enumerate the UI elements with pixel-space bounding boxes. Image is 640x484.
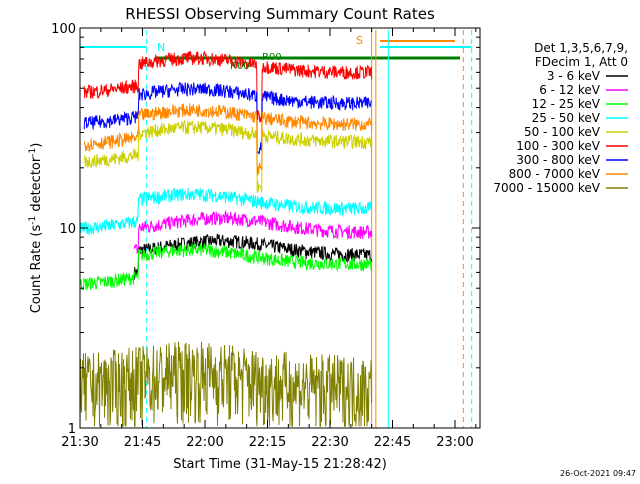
legend-label: 300 - 800 keV xyxy=(516,153,600,167)
legend-label: 3 - 6 keV xyxy=(547,69,601,83)
y-tick-label: 100 xyxy=(51,22,76,37)
y-axis-label-end: ) xyxy=(29,143,44,148)
legend-label: 6 - 12 keV xyxy=(539,83,601,97)
plot-area xyxy=(79,30,473,428)
series-line xyxy=(133,233,373,281)
legend-label: 50 - 100 keV xyxy=(524,125,601,139)
series-line xyxy=(79,187,372,236)
annotation-night: N xyxy=(157,41,165,54)
series-line xyxy=(79,341,372,427)
legend-header-1: Det 1,3,5,6,7,9, xyxy=(534,41,628,55)
y-tick-label: 1 xyxy=(68,422,76,437)
x-tick-label: 21:30 xyxy=(61,435,98,450)
annotation-flag-a: R00 xyxy=(262,52,282,63)
annotation-flag-b: R00 xyxy=(230,61,250,72)
series-line xyxy=(83,103,373,176)
timestamp: 26-Oct-2021 09:47 xyxy=(560,469,636,478)
y-axis-label: Count Rate (s-1 detector-1) xyxy=(28,143,44,314)
legend-label: 7000 - 15000 keV xyxy=(493,181,600,195)
legend-header-2: FDecim 1, Att 0 xyxy=(535,55,628,69)
legend-label: 800 - 7000 keV xyxy=(509,167,601,181)
y-axis-label-sup2: -1 xyxy=(28,148,38,157)
x-tick-label: 23:00 xyxy=(436,435,473,450)
series-line xyxy=(79,243,372,291)
series-line xyxy=(133,209,373,254)
x-tick-label: 22:15 xyxy=(249,435,286,450)
x-axis-label: Start Time (31-May-15 21:28:42) xyxy=(173,457,387,472)
y-tick-label: 10 xyxy=(59,222,76,237)
legend-label: 12 - 25 keV xyxy=(532,97,601,111)
x-tick-label: 22:30 xyxy=(311,435,348,450)
series-line xyxy=(83,81,372,155)
y-axis-label-mid: detector xyxy=(29,156,44,216)
x-axis: 21:30 21:45 22:00 22:15 22:30 22:45 23:00 xyxy=(61,28,477,450)
legend-label: 25 - 50 keV xyxy=(532,111,601,125)
annotation-saa: S xyxy=(356,34,363,47)
y-axis: 1 10 100 xyxy=(51,22,480,437)
x-tick-label: 21:45 xyxy=(124,435,161,450)
chart-title: RHESSI Observing Summary Count Rates xyxy=(125,5,435,23)
x-tick-label: 22:00 xyxy=(186,435,223,450)
x-tick-label: 22:45 xyxy=(374,435,411,450)
y-axis-label-main: Count Rate (s xyxy=(29,225,44,314)
series-line xyxy=(83,50,373,123)
y-axis-label-sup1: -1 xyxy=(28,216,38,225)
series-line xyxy=(83,119,373,193)
legend-label: 100 - 300 keV xyxy=(516,139,600,153)
